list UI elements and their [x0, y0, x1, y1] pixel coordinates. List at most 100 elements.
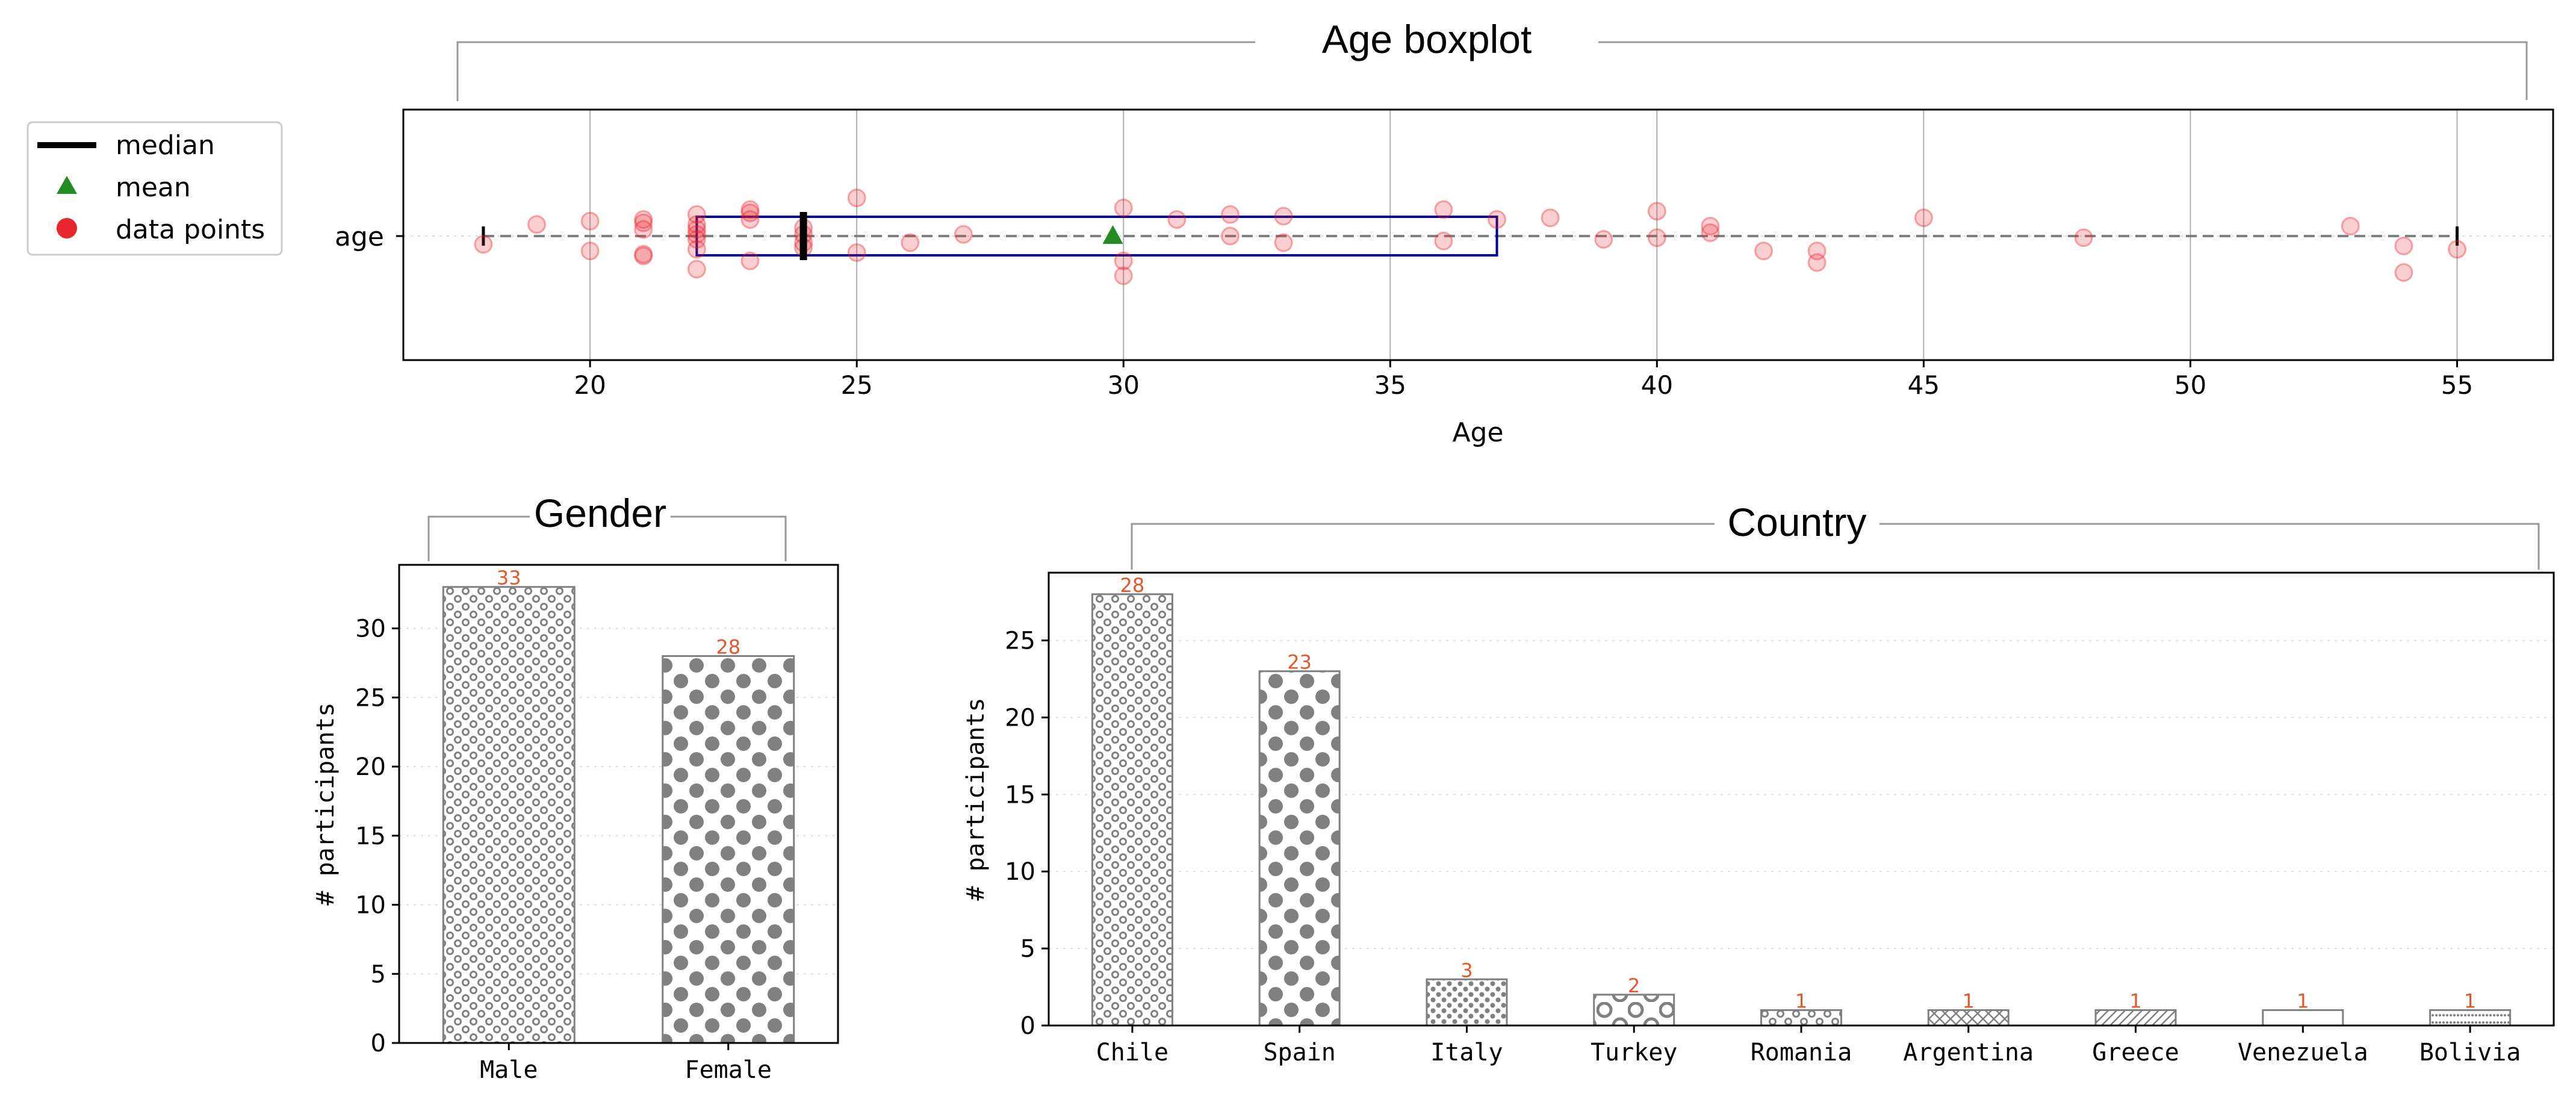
age-data-points	[474, 188, 2467, 285]
gender-bar-male	[442, 586, 576, 1044]
gender-y-tick-label: 5	[371, 960, 386, 988]
country-x-tick-label: Italy	[1430, 1039, 1503, 1066]
age-data-point	[1701, 223, 1720, 242]
age-data-point	[1434, 231, 1453, 251]
age-data-point	[2394, 263, 2413, 282]
country-bar-value-label: 1	[2129, 989, 2141, 1012]
gender-y-tick-label: 0	[371, 1030, 386, 1057]
age-data-point	[687, 205, 706, 224]
age-data-point	[1274, 233, 1293, 252]
country-x-tick-label: Romania	[1751, 1039, 1852, 1066]
age-data-point	[2394, 237, 2413, 255]
country-y-tick-label: 5	[1020, 935, 1035, 963]
age-data-point	[1114, 198, 1133, 217]
age-x-tick-label: 45	[1908, 370, 1940, 400]
data-point-dot-icon	[57, 218, 77, 238]
age-data-point	[687, 240, 706, 259]
country-y-ticks: 0 5 10 15 20 25	[1005, 627, 1049, 1040]
age-x-tick-label: 55	[2441, 370, 2473, 400]
gender-y-tick-label: 30	[355, 615, 386, 643]
country-bar-value-label: 2	[1628, 974, 1640, 997]
age-data-point	[474, 235, 493, 254]
age-data-point	[1167, 210, 1187, 229]
country-y-tick-label: 20	[1005, 704, 1035, 732]
age-data-point	[954, 225, 973, 244]
age-data-point	[1807, 241, 1826, 261]
age-x-tick-label: 50	[2174, 370, 2206, 400]
legend-frame	[26, 121, 283, 256]
age-data-point	[527, 215, 547, 234]
country-bar-chile	[1091, 593, 1173, 1027]
gender-x-tick-label: Male	[480, 1056, 538, 1084]
age-mean-marker	[1102, 225, 1123, 244]
age-data-point	[634, 244, 653, 264]
country-x-tick-label: Argentina	[1903, 1039, 2034, 1066]
age-data-point	[580, 211, 600, 231]
age-category-label: age	[335, 222, 384, 252]
age-data-point	[740, 200, 760, 219]
country-x-ticks: Chile Spain Italy Turkey Romania Argentina Gre…	[1096, 1026, 2521, 1066]
gender-y-tick-label: 10	[355, 892, 386, 920]
gender-y-tick-label: 20	[355, 753, 386, 781]
age-data-point	[1114, 266, 1133, 285]
country-bar-bolivia	[2429, 1009, 2512, 1027]
age-data-point	[1914, 208, 1933, 228]
age-data-point	[901, 233, 920, 252]
country-bar-value-label: 1	[1963, 989, 1975, 1012]
age-data-point	[2448, 240, 2467, 259]
age-data-point	[1220, 205, 1240, 224]
legend-label-mean: mean	[116, 172, 191, 203]
country-chart-title: Country	[1727, 500, 1866, 544]
country-x-tick-label: Greece	[2092, 1039, 2179, 1066]
gender-y-ticks: 0 5 10 15 20 25 30	[355, 615, 399, 1057]
age-data-point	[1114, 251, 1133, 270]
country-x-tick-label: Spain	[1263, 1039, 1335, 1066]
age-data-point	[687, 215, 706, 234]
country-bar-argentina	[1927, 1009, 2010, 1027]
age-data-point	[687, 260, 706, 279]
age-data-point	[1274, 207, 1293, 226]
gender-chart-panel: Gender 33 28 0 5 10 15 20 25 30 Male Female # pa…	[312, 491, 839, 1084]
country-x-tick-label: Venezuela	[2238, 1039, 2368, 1066]
age-x-tick-label: 25	[840, 370, 872, 400]
age-data-point	[1754, 241, 1774, 261]
age-data-point	[1647, 228, 1666, 247]
gender-bar-female	[662, 655, 795, 1044]
age-boxplot-panel: Age boxplot 20 25 30 35 40 45 50 55 age Age	[335, 17, 2554, 448]
age-title-bracket	[456, 41, 2528, 101]
gender-x-tick-label: Female	[685, 1056, 772, 1084]
age-x-axis-label: Age	[1452, 417, 1503, 448]
age-data-point	[1220, 226, 1240, 246]
gender-chart-title: Gender	[534, 491, 666, 535]
age-data-point	[1488, 210, 1507, 229]
gender-bar-value-label: 28	[716, 635, 740, 658]
country-bar-spain	[1258, 670, 1341, 1027]
legend: median mean data points	[26, 121, 283, 256]
age-data-point	[687, 225, 706, 244]
age-data-point	[847, 243, 866, 262]
country-bars: 28 23 3 2 1 1 1 1 1	[1091, 574, 2512, 1027]
age-data-point	[2341, 217, 2360, 235]
country-bar-value-label: 28	[1120, 574, 1145, 597]
age-data-point	[1541, 208, 1560, 228]
legend-label-data-points: data points	[116, 214, 265, 245]
gender-x-ticks: Male Female	[480, 1043, 772, 1084]
country-x-tick-label: Chile	[1096, 1039, 1169, 1066]
age-chart-title: Age boxplot	[1322, 17, 1532, 61]
age-data-point	[687, 220, 706, 239]
age-data-point	[1807, 253, 1826, 272]
age-data-point	[634, 220, 653, 239]
age-x-tick-label: 40	[1641, 370, 1673, 400]
age-data-point	[634, 213, 653, 232]
country-bar-value-label: 3	[1460, 959, 1473, 982]
age-data-point	[1701, 217, 1720, 235]
age-data-point	[847, 188, 866, 208]
country-bar-value-label: 1	[1795, 989, 1807, 1012]
age-x-ticks: 20 25 30 35 40 45 50 55	[396, 235, 2473, 400]
country-y-tick-label: 15	[1005, 781, 1035, 809]
country-bar-turkey	[1593, 994, 1675, 1027]
gender-title-bracket	[427, 515, 787, 561]
age-x-tick-label: 30	[1108, 370, 1140, 400]
country-y-tick-label: 0	[1020, 1012, 1035, 1040]
